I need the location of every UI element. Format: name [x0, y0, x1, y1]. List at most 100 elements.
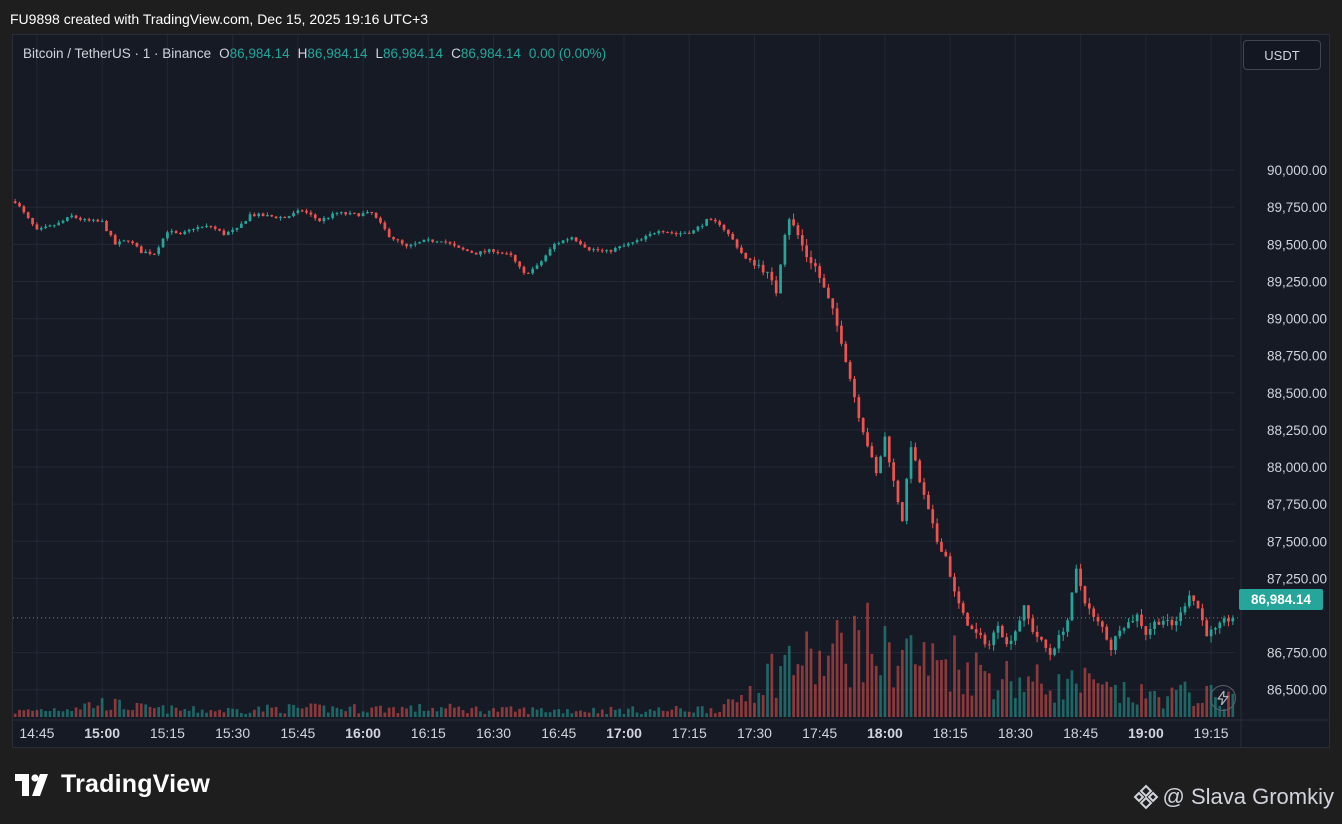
- volume-bar: [518, 708, 521, 717]
- candle-body: [1157, 621, 1161, 625]
- volume-bar: [392, 707, 395, 717]
- candle-body: [274, 216, 278, 219]
- volume-bar: [805, 631, 808, 717]
- volume-bar: [326, 712, 330, 717]
- candle-body: [292, 212, 295, 217]
- y-tick-label: 89,250.00: [1267, 274, 1327, 289]
- candle-body: [557, 243, 561, 245]
- volume-bar: [66, 709, 69, 717]
- candle-body: [1209, 629, 1213, 637]
- volume-bar: [422, 710, 426, 717]
- volume-bar: [779, 666, 782, 717]
- volume-bar: [635, 712, 639, 717]
- volume-bar: [944, 659, 948, 717]
- candle-body: [679, 233, 682, 235]
- candle-body: [1174, 621, 1178, 626]
- candle-body: [35, 224, 39, 230]
- candle-body: [374, 212, 378, 218]
- candle-body: [905, 478, 909, 521]
- candle-body: [1070, 592, 1074, 621]
- y-tick-label: 88,000.00: [1267, 460, 1327, 475]
- candlestick-chart[interactable]: 90,000.00 89,750.00 89,500.00 89,250.00 89,0…: [13, 35, 1329, 747]
- candle-body: [1040, 636, 1043, 640]
- volume-bar: [1174, 689, 1178, 717]
- candle-body: [344, 212, 348, 215]
- candle-body: [1148, 628, 1152, 635]
- candle-body: [1031, 618, 1035, 632]
- volume-bar: [970, 695, 974, 717]
- candle-body: [944, 551, 948, 557]
- volume-bar: [783, 654, 787, 717]
- candle-body: [52, 225, 56, 227]
- candle-body: [1131, 621, 1135, 623]
- candle-body: [1227, 618, 1230, 622]
- candle-body: [1109, 639, 1113, 651]
- volume-bar: [444, 708, 448, 717]
- currency-button[interactable]: USDT: [1243, 40, 1321, 70]
- candle-body: [322, 217, 326, 222]
- candle-body: [613, 248, 617, 252]
- volume-bar: [1205, 685, 1209, 717]
- candle-body: [531, 268, 535, 274]
- candle-body: [205, 225, 208, 227]
- candle-body: [657, 231, 661, 234]
- last-price-label: 86,984.14: [1239, 589, 1323, 610]
- candle-body: [670, 232, 674, 234]
- volume-bar: [179, 710, 182, 717]
- volume-bar: [961, 694, 965, 717]
- volume-bar: [940, 659, 943, 717]
- candle-body: [796, 225, 800, 236]
- volume-bar: [700, 706, 704, 717]
- y-tick-label: 89,500.00: [1267, 237, 1327, 252]
- volume-bar: [1196, 703, 1200, 717]
- candle-body: [305, 210, 308, 213]
- candle-body: [1201, 608, 1204, 621]
- volume-bar: [131, 710, 134, 717]
- volume-bar: [1083, 667, 1087, 717]
- candle-body: [109, 231, 113, 236]
- candle-body: [348, 212, 352, 215]
- volume-bar: [605, 713, 608, 717]
- candle-body: [961, 603, 965, 613]
- volume-bar: [353, 704, 356, 717]
- candle-body: [914, 447, 917, 461]
- volume-bar: [418, 703, 421, 717]
- candle-body: [444, 241, 448, 243]
- volume-bar: [574, 711, 578, 717]
- candle-body: [39, 227, 43, 230]
- chart-panel[interactable]: 90,000.00 89,750.00 89,500.00 89,250.00 89,0…: [12, 34, 1330, 748]
- volume-bar: [35, 710, 39, 717]
- candle-body: [487, 249, 491, 253]
- candle-body: [974, 629, 978, 633]
- volume-bar: [748, 685, 752, 717]
- volume-bar: [1131, 702, 1135, 717]
- candle-body: [735, 239, 739, 248]
- candle-body: [731, 233, 735, 240]
- candle-body: [461, 247, 465, 250]
- x-tick-label: 15:00: [84, 725, 120, 741]
- volume-bar: [1105, 681, 1109, 717]
- candle-body: [226, 231, 230, 236]
- volume-bar: [44, 710, 47, 717]
- volume-bar: [500, 707, 504, 717]
- volume-bar: [992, 699, 995, 717]
- volume-bar: [631, 706, 635, 717]
- volume-bar: [740, 694, 743, 717]
- volume-bar: [457, 706, 461, 717]
- volume-bar: [1035, 664, 1039, 717]
- volume-bar: [892, 687, 895, 717]
- lightning-icon[interactable]: [1210, 685, 1236, 711]
- volume-bar: [400, 706, 404, 717]
- x-tick-label: 15:45: [280, 725, 315, 741]
- low-key: L: [375, 46, 383, 61]
- candle-body: [779, 264, 782, 294]
- volume-bar: [300, 708, 304, 717]
- candle-body: [1101, 621, 1104, 627]
- symbol-label[interactable]: Bitcoin / TetherUS · 1 · Binance: [23, 46, 212, 61]
- candle-body: [287, 216, 291, 218]
- low-value: 86,984.14: [383, 46, 444, 61]
- volume-bar: [709, 708, 713, 717]
- candle-body: [1205, 620, 1209, 637]
- volume-bar: [374, 706, 378, 717]
- volume-bar: [822, 675, 826, 717]
